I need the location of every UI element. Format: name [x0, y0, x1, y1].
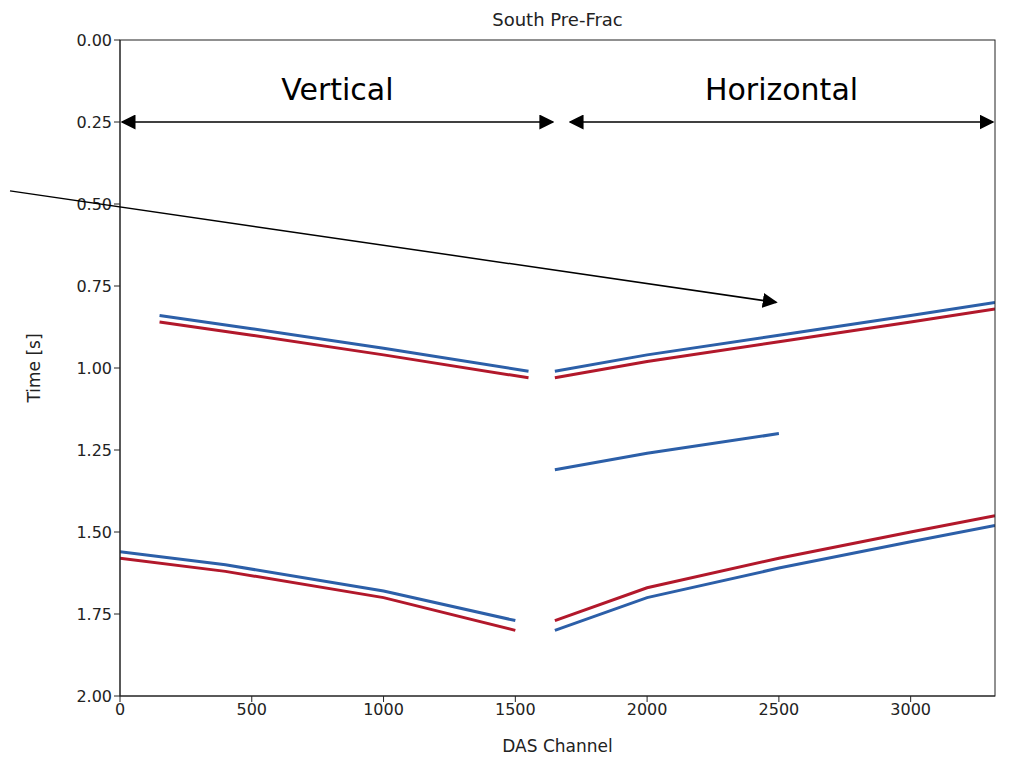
- svg-text:1.00: 1.00: [76, 359, 112, 378]
- svg-text:0.50: 0.50: [76, 195, 112, 214]
- svg-text:Horizontal: Horizontal: [705, 72, 858, 107]
- svg-text:0.00: 0.00: [76, 31, 112, 50]
- svg-text:Vertical: Vertical: [281, 72, 393, 107]
- svg-text:1.25: 1.25: [76, 441, 112, 460]
- svg-text:Time [s]: Time [s]: [24, 333, 44, 403]
- svg-text:0.25: 0.25: [76, 113, 112, 132]
- svg-text:1.75: 1.75: [76, 605, 112, 624]
- svg-text:1.50: 1.50: [76, 523, 112, 542]
- svg-text:3000: 3000: [890, 700, 931, 719]
- svg-text:2500: 2500: [759, 700, 800, 719]
- svg-text:2000: 2000: [627, 700, 668, 719]
- svg-text:1500: 1500: [495, 700, 536, 719]
- svg-text:0: 0: [115, 700, 125, 719]
- svg-text:0.75: 0.75: [76, 277, 112, 296]
- svg-text:2.00: 2.00: [76, 687, 112, 706]
- svg-text:500: 500: [237, 700, 268, 719]
- svg-text:South Pre-Frac: South Pre-Frac: [492, 9, 623, 30]
- svg-text:DAS Channel: DAS Channel: [502, 736, 612, 756]
- svg-text:1000: 1000: [363, 700, 404, 719]
